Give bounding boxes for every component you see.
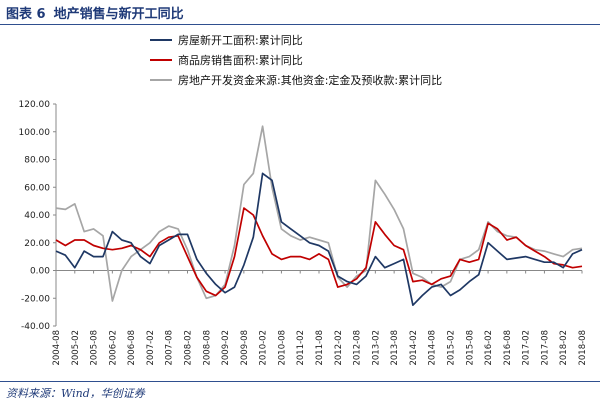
figure-label: 图表 6 bbox=[6, 7, 46, 22]
x-tick-label: 2016-08 bbox=[503, 330, 513, 366]
legend: 房屋新开工面积:累计同比商品房销售面积:累计同比房地产开发资金来源:其他资金:定… bbox=[150, 33, 442, 87]
x-tick-label: 2014-02 bbox=[409, 330, 419, 366]
series-line-1 bbox=[55, 172, 583, 307]
x-tick-label: 2017-08 bbox=[540, 330, 550, 366]
x-tick-label: 2012-02 bbox=[334, 330, 344, 366]
y-tick-label: 0.00 bbox=[30, 267, 50, 277]
x-tick-label: 2009-02 bbox=[221, 330, 231, 366]
y-tick-label: 100.00 bbox=[19, 128, 51, 138]
x-tick-label: 2012-08 bbox=[353, 330, 363, 366]
x-tick-label: 2011-02 bbox=[296, 330, 306, 366]
source-note: 资料来源：Wind，华创证券 bbox=[6, 387, 145, 400]
y-tick-label: -20.00 bbox=[21, 294, 50, 304]
x-tick-label: 2013-08 bbox=[390, 330, 400, 366]
x-tick-label: 2005-02 bbox=[71, 330, 81, 366]
x-tick-label: 2010-02 bbox=[259, 330, 269, 366]
x-axis: 2004-08 2005-02 2005-08 2006-02 2006-08 2007-… bbox=[52, 270, 588, 366]
x-tick-label: 2004-08 bbox=[52, 330, 62, 366]
x-tick-label: 2005-08 bbox=[90, 330, 100, 366]
y-tick-label: 20.00 bbox=[24, 239, 50, 249]
x-tick-label: 2017-02 bbox=[522, 330, 532, 366]
plot-lines bbox=[55, 125, 583, 307]
x-tick-label: 2011-08 bbox=[315, 330, 325, 366]
x-tick-label: 2015-02 bbox=[447, 330, 457, 366]
figure-title-text: 地产销售与新开工同比 bbox=[53, 7, 184, 22]
legend-label: 房屋新开工面积:累计同比 bbox=[178, 33, 303, 47]
figure-title: 图表 6 地产销售与新开工同比 bbox=[6, 3, 594, 23]
y-tick-label: -40.00 bbox=[21, 322, 50, 332]
y-axis: 120.00 100.00 80.00 60.00 40.00 20.00 0.00 -20.… bbox=[19, 100, 57, 332]
y-tick-label: 80.00 bbox=[24, 156, 50, 166]
y-tick-label: 40.00 bbox=[24, 211, 50, 221]
y-tick-label: 120.00 bbox=[19, 100, 51, 110]
x-tick-label: 2018-08 bbox=[578, 330, 588, 366]
x-tick-label: 2018-02 bbox=[559, 330, 569, 366]
x-tick-label: 2015-08 bbox=[465, 330, 475, 366]
x-tick-label: 2007-08 bbox=[165, 330, 175, 366]
x-tick-label: 2010-08 bbox=[277, 330, 287, 366]
series-line-2 bbox=[55, 207, 583, 297]
series-line-3 bbox=[55, 125, 583, 302]
x-tick-label: 2006-08 bbox=[127, 330, 137, 366]
legend-label: 商品房销售面积:累计同比 bbox=[178, 53, 303, 67]
x-tick-label: 2006-02 bbox=[108, 330, 118, 366]
x-tick-label: 2009-08 bbox=[240, 330, 250, 366]
line-chart: 120.00 100.00 80.00 60.00 40.00 20.00 0.00 -20.… bbox=[19, 33, 589, 366]
x-tick-label: 2007-02 bbox=[146, 330, 156, 366]
y-tick-label: 60.00 bbox=[24, 183, 50, 193]
x-tick-label: 2013-02 bbox=[371, 330, 381, 366]
x-tick-label: 2008-02 bbox=[184, 330, 194, 366]
x-tick-label: 2016-02 bbox=[484, 330, 494, 366]
x-tick-label: 2008-08 bbox=[202, 330, 212, 366]
bottom-rule bbox=[0, 381, 600, 382]
legend-label: 房地产开发资金来源:其他资金:定金及预收款:累计同比 bbox=[178, 73, 442, 87]
x-tick-label: 2014-08 bbox=[428, 330, 438, 366]
top-rule bbox=[0, 24, 600, 25]
